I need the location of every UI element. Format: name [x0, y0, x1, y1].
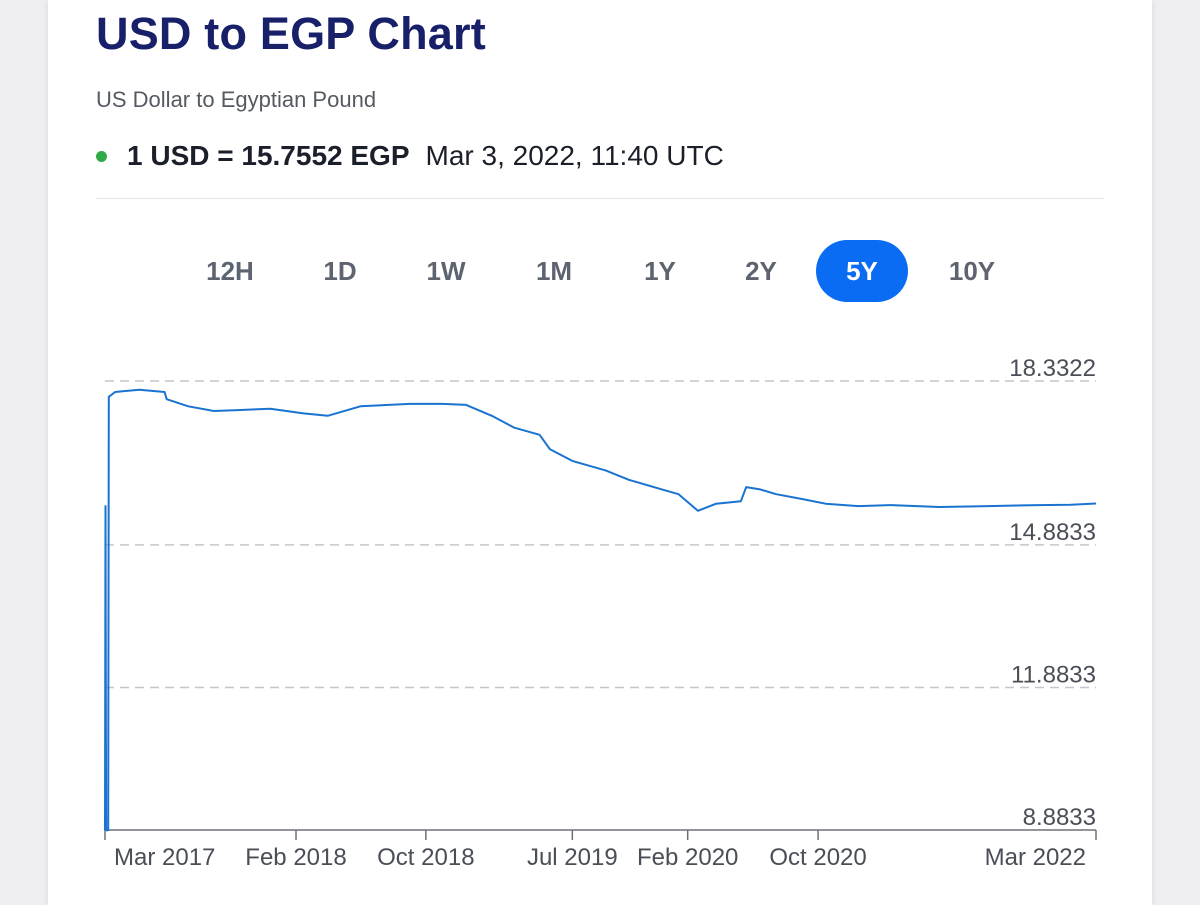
- y-tick-label: 18.3322: [1009, 355, 1096, 382]
- y-tick-label: 14.8833: [1009, 519, 1096, 546]
- page-subtitle: US Dollar to Egyptian Pound: [96, 87, 377, 112]
- x-tick-label: Feb 2020: [637, 844, 738, 871]
- tab-1d[interactable]: 1D: [323, 256, 357, 286]
- tab-2y[interactable]: 2Y: [745, 256, 777, 286]
- y-tick-label: 8.8833: [1023, 804, 1096, 831]
- header-divider: [96, 198, 1104, 199]
- x-tick-label: Oct 2018: [377, 844, 474, 871]
- chart-card: USD to EGP Chart US Dollar to Egyptian P…: [48, 0, 1152, 905]
- tab-1w[interactable]: 1W: [426, 256, 466, 286]
- x-tick-label: Jul 2019: [527, 844, 618, 871]
- live-status-dot-icon: [96, 150, 107, 162]
- usd-egp-series-line: [104, 388, 1097, 832]
- x-tick-label: Oct 2020: [769, 844, 866, 871]
- page-title: USD to EGP Chart: [96, 8, 486, 59]
- tab-12h[interactable]: 12H: [206, 256, 254, 286]
- tab-1m[interactable]: 1M: [535, 256, 573, 286]
- x-tick-label: Mar 2017: [114, 844, 215, 871]
- usd-egp-line-chart: 18.3322 14.8833 11.8833 8.8833 Mar 2017 Feb 2…: [104, 355, 1097, 871]
- x-tick-label: Mar 2022: [985, 844, 1086, 871]
- timeframe-tabs: 12H 1D 1W 1M 1Y 2Y 5Y 10Y: [48, 240, 1152, 302]
- current-rate: 1 USD = 15.7552 EGP: [127, 140, 410, 171]
- tab-1y[interactable]: 1Y: [644, 256, 676, 286]
- current-rate-line: 1 USD = 15.7552 EGP Mar 3, 2022, 11:40 U…: [96, 140, 724, 172]
- y-tick-label: 11.8833: [1011, 661, 1096, 688]
- rate-timestamp: Mar 3, 2022, 11:40 UTC: [425, 140, 724, 171]
- tab-10y[interactable]: 10Y: [948, 256, 996, 286]
- tab-5y[interactable]: 5Y: [816, 240, 908, 302]
- x-tick-label: Feb 2018: [245, 844, 346, 871]
